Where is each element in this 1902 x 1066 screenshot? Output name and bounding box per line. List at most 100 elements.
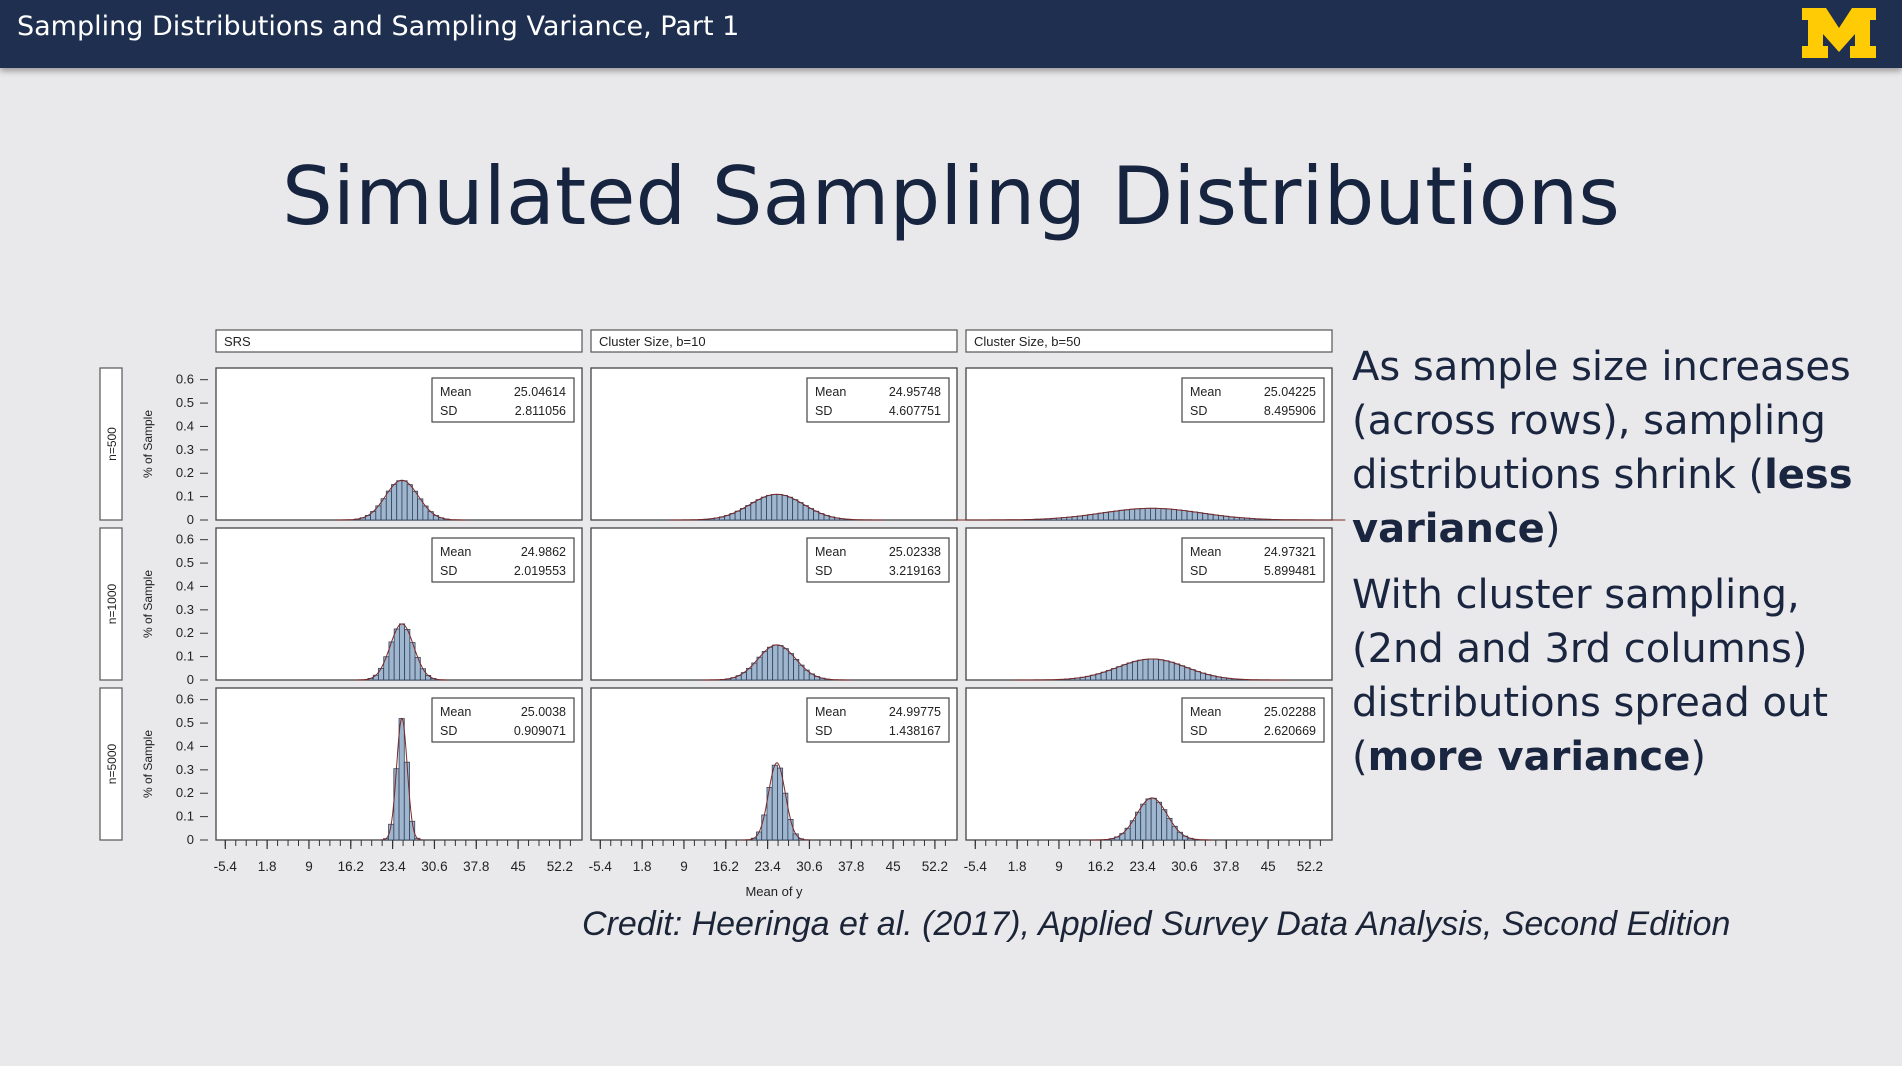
column-header-box <box>590 329 958 353</box>
histogram-bar <box>1087 514 1094 521</box>
stats-sd-label: SD <box>440 724 457 738</box>
x-tick-label: 1.8 <box>633 859 652 874</box>
histogram-bar <box>1126 662 1133 681</box>
x-tick-label: 52.2 <box>922 859 948 874</box>
histogram-bar <box>782 792 789 841</box>
stats-mean-label: Mean <box>440 545 471 559</box>
stats-box <box>431 537 575 583</box>
row-header-label: n=5000 <box>105 743 119 784</box>
histogram-bar <box>412 490 419 521</box>
stats-mean-value: 25.04614 <box>514 385 566 399</box>
histogram-bar <box>787 818 794 841</box>
histogram-bar <box>750 502 757 521</box>
histogram-bar <box>406 484 413 521</box>
stats-sd-label: SD <box>440 404 457 418</box>
histogram-bar <box>401 480 408 521</box>
histogram-bar <box>399 623 406 681</box>
stats-sd-value: 8.495906 <box>1264 404 1316 418</box>
histogram-bar <box>777 645 784 681</box>
stats-box <box>1181 697 1325 743</box>
histogram-bar <box>393 628 400 681</box>
stats-mean-label: Mean <box>815 705 846 719</box>
x-tick-label: 45 <box>886 859 901 874</box>
histogram-bar <box>1191 511 1198 521</box>
histogram-bar <box>1116 666 1123 681</box>
stats-mean-value: 24.95748 <box>889 385 941 399</box>
stats-box <box>1181 537 1325 583</box>
bullet-2: With cluster sampling, (2nd and 3rd colu… <box>1352 572 1829 780</box>
histogram-bar <box>755 499 762 521</box>
stats-sd-label: SD <box>1190 564 1207 578</box>
row-header-label: n=500 <box>105 427 119 461</box>
stats-sd-label: SD <box>440 564 457 578</box>
stats-mean-label: Mean <box>1190 385 1221 399</box>
y-axis-label: % of Sample <box>141 410 155 478</box>
stats-mean-value: 24.99775 <box>889 705 941 719</box>
stats-sd-label: SD <box>1190 724 1207 738</box>
histogram-bar <box>1145 798 1152 841</box>
histogram-bar <box>1108 511 1115 521</box>
histogram-bar <box>756 831 763 841</box>
row-header-box <box>99 687 123 841</box>
y-tick-label: 0.6 <box>176 372 194 387</box>
stats-box <box>431 697 575 743</box>
histogram-bar <box>776 494 783 521</box>
credit-text: Credit: Heeringa et al. (2017), Applied … <box>582 905 1731 943</box>
histogram-bar <box>766 494 773 521</box>
y-tick-label: 0.5 <box>176 395 194 410</box>
x-tick-label: 45 <box>511 859 526 874</box>
stats-mean-label: Mean <box>1190 545 1221 559</box>
histogram-bar <box>1132 660 1139 681</box>
x-tick-label: 30.6 <box>1171 859 1197 874</box>
x-tick-label: 37.8 <box>463 859 489 874</box>
x-tick-label: 16.2 <box>1088 859 1114 874</box>
stats-sd-label: SD <box>815 404 832 418</box>
stats-mean-value: 24.9862 <box>521 545 566 559</box>
x-tick-label: 16.2 <box>338 859 364 874</box>
histogram-bar <box>1207 513 1214 521</box>
histogram-bar <box>1189 669 1196 681</box>
histogram-bar <box>1170 509 1177 521</box>
histogram-bar <box>1111 668 1118 681</box>
histogram-bar <box>1165 508 1172 521</box>
histogram-bar <box>1197 512 1204 521</box>
histogram-bar <box>792 499 799 521</box>
y-tick-label: 0.1 <box>176 489 194 504</box>
stats-sd-value: 5.899481 <box>1264 564 1316 578</box>
histogram-bar <box>777 767 784 841</box>
y-tick-label: 0.5 <box>176 715 194 730</box>
x-tick-label: -5.4 <box>964 859 988 874</box>
histogram-bar <box>1155 801 1163 841</box>
histogram-bar <box>372 674 379 681</box>
histogram-bar <box>1176 509 1183 521</box>
density-curve <box>702 644 852 681</box>
density-curve <box>1014 658 1287 681</box>
density-curve <box>743 762 810 841</box>
stats-sd-value: 3.219163 <box>889 564 941 578</box>
x-tick-label: 9 <box>1055 859 1063 874</box>
histogram-bar <box>403 761 410 841</box>
stats-sd-value: 0.909071 <box>514 724 566 738</box>
column-header-label: Cluster Size, b=50 <box>974 334 1081 349</box>
histogram-bar <box>782 648 789 681</box>
row-header-label: n=1000 <box>105 583 119 624</box>
stats-mean-value: 24.97321 <box>1264 545 1316 559</box>
histogram-bar <box>1100 671 1107 681</box>
stats-mean-value: 25.0038 <box>521 705 566 719</box>
histogram-bar <box>1212 514 1219 521</box>
x-tick-label: 23.4 <box>379 859 406 874</box>
stats-sd-value: 4.607751 <box>889 404 941 418</box>
stats-mean-label: Mean <box>815 385 846 399</box>
y-tick-label: 0.2 <box>176 465 194 480</box>
histogram-bar <box>771 493 778 521</box>
y-axis-label: % of Sample <box>141 570 155 638</box>
bullet-1: As sample size increases (across rows), … <box>1352 344 1853 552</box>
x-tick-label: 45 <box>1261 859 1276 874</box>
histogram-bar <box>771 764 778 841</box>
x-tick-label: 52.2 <box>1297 859 1323 874</box>
column-header-label: Cluster Size, b=10 <box>599 334 706 349</box>
histogram-bar <box>1097 512 1104 521</box>
histogram-bar <box>1155 508 1162 521</box>
x-tick-label: 23.4 <box>1129 859 1156 874</box>
histogram-bar <box>807 508 814 521</box>
